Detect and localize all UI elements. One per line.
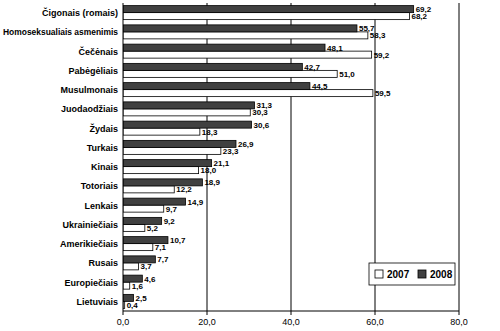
category-label: Totoriais xyxy=(81,181,118,191)
category-label: Rusais xyxy=(88,258,118,268)
legend-box xyxy=(369,263,455,285)
bar xyxy=(123,263,139,270)
category-label: Musulmonais xyxy=(60,85,118,95)
data-label: 4,6 xyxy=(144,275,156,284)
category-label: Kinais xyxy=(91,162,118,172)
data-label: 42,7 xyxy=(304,63,320,72)
data-label: 9,2 xyxy=(164,217,176,226)
bar xyxy=(123,167,199,174)
data-label: 14,9 xyxy=(188,198,204,207)
tick-mark xyxy=(123,311,124,315)
data-label: 69,2 xyxy=(416,5,432,14)
data-label: 5,2 xyxy=(147,224,159,233)
category-label: Pabėgėliais xyxy=(68,66,118,76)
legend-swatch xyxy=(418,270,426,278)
bar xyxy=(123,13,409,20)
bar xyxy=(123,109,250,116)
bar xyxy=(123,63,302,70)
bar xyxy=(123,32,368,39)
data-label: 12,2 xyxy=(176,185,192,194)
bar xyxy=(123,121,252,128)
data-label: 59,5 xyxy=(375,89,391,98)
bar xyxy=(123,44,325,51)
category-label: Amerikiečiais xyxy=(60,239,118,249)
bar xyxy=(123,140,236,147)
chart: 0,0 20,0 40,0 60,0 80,0 Čigonais (romais) Homo… xyxy=(0,0,500,331)
category-label: Juodaodžiais xyxy=(61,104,118,114)
data-label: 26,9 xyxy=(238,140,254,149)
legend-swatch xyxy=(375,270,383,278)
data-label: 9,7 xyxy=(166,205,178,214)
tick-mark xyxy=(459,311,460,315)
bar xyxy=(123,102,254,109)
category-label: Turkais xyxy=(87,143,118,153)
tick-label: 80,0 xyxy=(450,317,468,327)
tick-label: 60,0 xyxy=(366,317,384,327)
data-label: 59,2 xyxy=(374,51,390,60)
bar xyxy=(123,160,212,167)
tick-label: 0,0 xyxy=(117,317,130,327)
tick-label: 40,0 xyxy=(282,317,300,327)
category-label: Ukrainiečiais xyxy=(62,220,118,230)
category-label: Čečėnais xyxy=(78,46,118,57)
data-label: 10,7 xyxy=(170,236,186,245)
tick-mark xyxy=(207,311,208,315)
category-label: Čigonais (romais) xyxy=(42,7,118,18)
category-label: Lietuviais xyxy=(76,297,118,307)
tick-label: 20,0 xyxy=(198,317,216,327)
data-label: 7,1 xyxy=(155,243,167,252)
bar xyxy=(123,25,357,32)
bar xyxy=(123,83,310,90)
tick-mark xyxy=(291,311,292,315)
data-label: 23,3 xyxy=(223,147,239,156)
bar xyxy=(123,128,200,135)
category-label: Žydais xyxy=(89,123,118,134)
data-label: 55,7 xyxy=(359,24,375,33)
bar xyxy=(123,186,174,193)
legend-label: 2007 xyxy=(387,269,410,280)
category-label: Lenkais xyxy=(84,201,118,211)
data-label: 1,6 xyxy=(132,282,144,291)
bar xyxy=(123,6,414,13)
data-label: 18,9 xyxy=(204,178,220,187)
bar xyxy=(123,90,373,97)
data-label: 48,1 xyxy=(327,44,343,53)
bar xyxy=(123,282,130,289)
data-label: 18,3 xyxy=(202,128,218,137)
bar xyxy=(123,244,153,251)
legend: 2007 2008 xyxy=(369,263,455,285)
legend-label: 2008 xyxy=(430,269,453,280)
data-label: 44,5 xyxy=(312,82,328,91)
grid-line xyxy=(459,3,460,311)
bar xyxy=(123,224,145,231)
category-label: Europiečiais xyxy=(64,278,118,288)
data-label: 3,7 xyxy=(141,262,153,271)
data-label: 2,5 xyxy=(136,294,148,303)
data-label: 21,1 xyxy=(214,159,230,168)
data-label: 51,0 xyxy=(339,70,355,79)
category-label: Homoseksualiais asmenimis xyxy=(3,27,118,37)
bar xyxy=(123,147,221,154)
data-label: 31,3 xyxy=(256,101,272,110)
tick-mark xyxy=(375,311,376,315)
bar xyxy=(123,205,164,212)
data-label: 7,7 xyxy=(157,255,169,264)
y-axis xyxy=(123,3,124,311)
data-label: 30,6 xyxy=(254,121,270,130)
